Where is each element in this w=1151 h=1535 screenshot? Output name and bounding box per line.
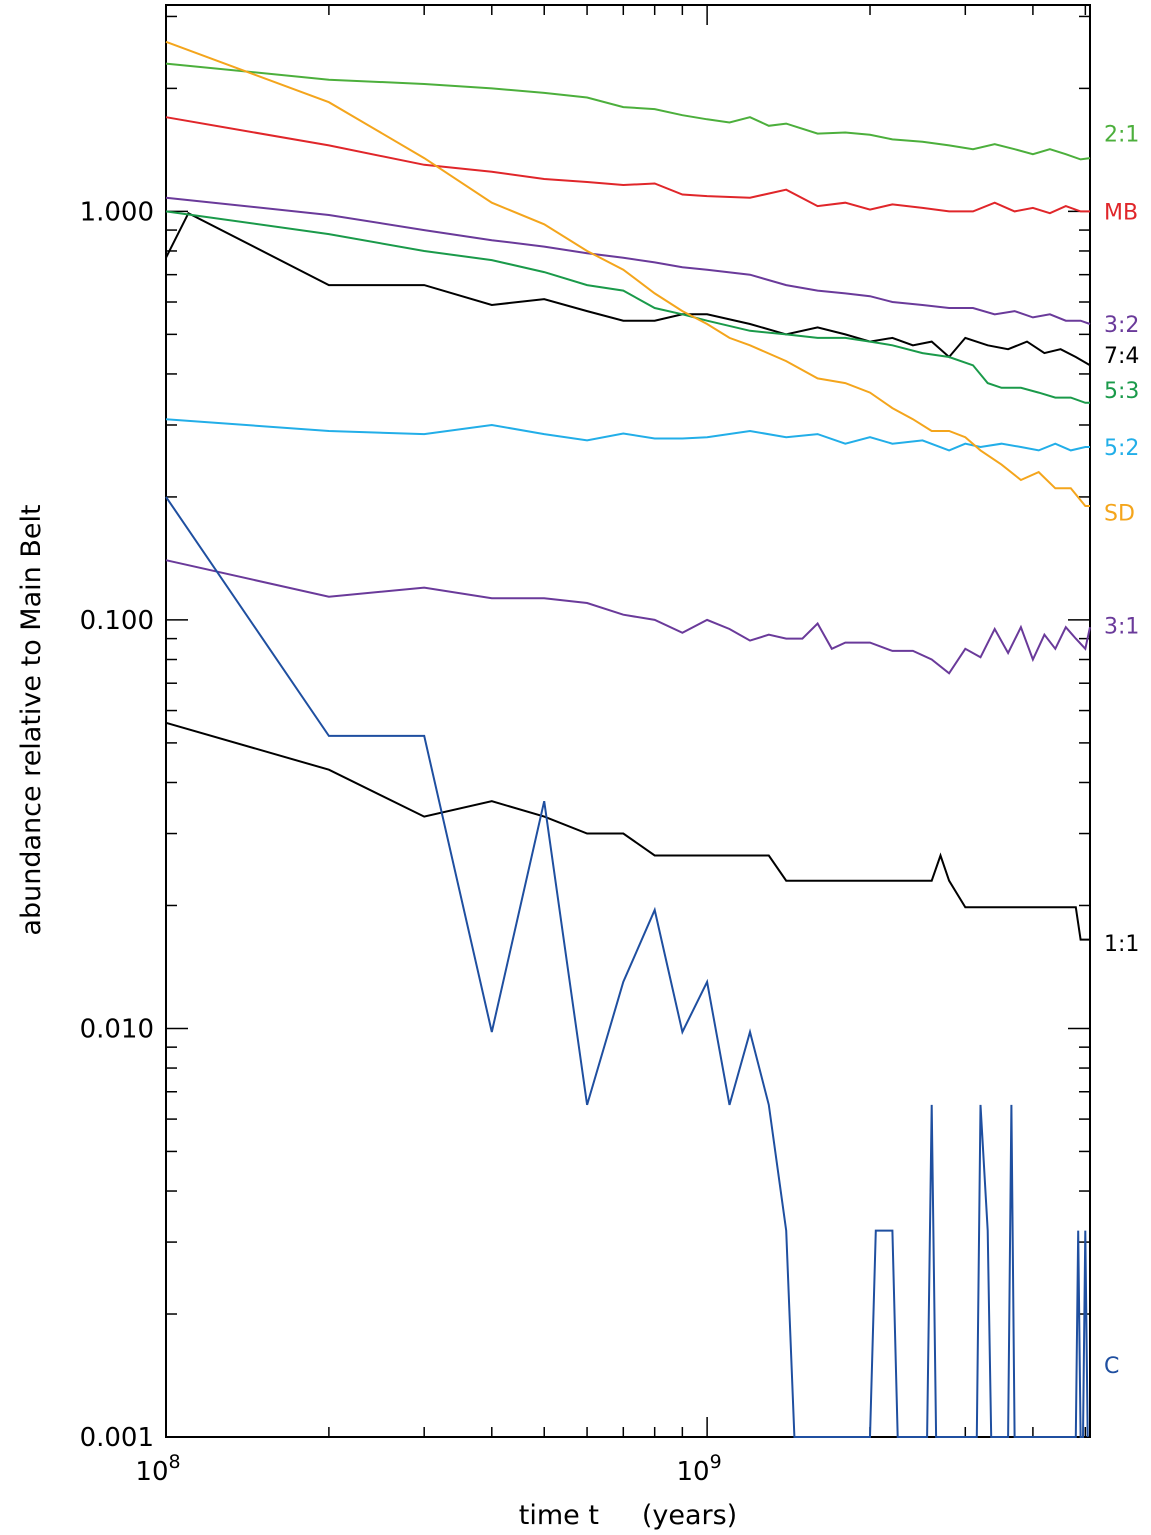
series-line-3-1	[165, 559, 1091, 675]
series-label-5-2: 5:2	[1104, 436, 1139, 461]
series-line-2-1	[165, 62, 1091, 161]
series-line-1-1	[165, 721, 1090, 941]
series-label-3-1: 3:1	[1104, 614, 1139, 639]
series-line-5-2	[165, 418, 1090, 452]
series-line-3-2	[165, 196, 1091, 325]
series-label-MB: MB	[1104, 200, 1138, 225]
series-label-3-2: 3:2	[1104, 313, 1139, 338]
y-tick-label: 0.100	[80, 606, 154, 636]
y-axis-title: abundance relative to Main Belt	[16, 504, 47, 935]
series-label-5-3: 5:3	[1104, 379, 1139, 404]
series-line-MB	[165, 116, 1090, 215]
axis-ticks	[165, 5, 1090, 1438]
series-label-SD: SD	[1104, 502, 1135, 527]
series-line-C	[165, 496, 1089, 1438]
series-label-1-1: 1:1	[1104, 932, 1139, 957]
y-tick-label: 1.000	[80, 197, 154, 227]
y-tick-label: 0.001	[80, 1423, 154, 1453]
x-tick-label: 108	[135, 1451, 180, 1487]
series-labels: 2:1 MB 3:2 7:4 5:3 5:2 SD 3:1 1:1 C	[1104, 123, 1139, 1379]
series-label-C: C	[1104, 1354, 1119, 1379]
x-tick-label: 109	[677, 1451, 722, 1487]
series-line-SD	[165, 40, 1090, 507]
series-label-2-1: 2:1	[1104, 123, 1139, 148]
y-tick-label: 0.010	[80, 1014, 154, 1044]
plot-frame	[165, 4, 1091, 1438]
series-lines	[165, 40, 1091, 1438]
series-line-7-4	[165, 211, 1091, 367]
series-label-7-4: 7:4	[1104, 344, 1139, 369]
x-axis-title: time t (years)	[519, 1500, 737, 1531]
